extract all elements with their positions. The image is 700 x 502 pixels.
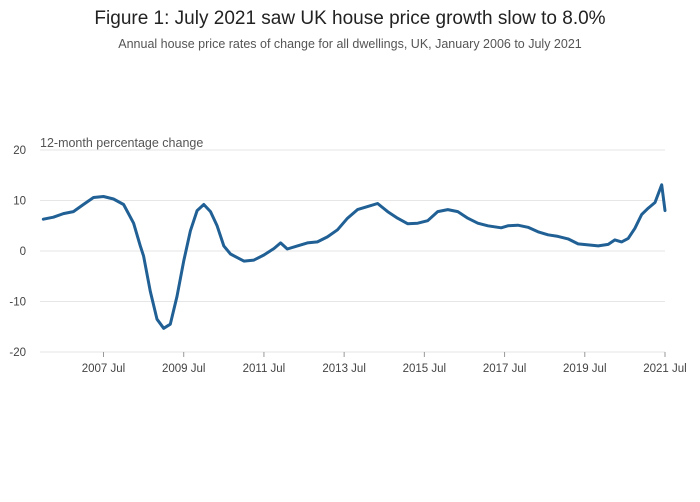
chart-title: Figure 1: July 2021 saw UK house price g… bbox=[94, 8, 605, 29]
series-line-house-price-growth bbox=[41, 183, 667, 330]
series-layer bbox=[41, 183, 667, 330]
y-tick-label: 0 bbox=[20, 246, 26, 258]
y-tick-label: 20 bbox=[13, 145, 26, 157]
y-tick-label: -20 bbox=[9, 347, 26, 359]
y-tick-label: 10 bbox=[13, 196, 26, 208]
gridlines bbox=[40, 149, 665, 353]
x-tick-label: 2021 Jul bbox=[643, 363, 686, 375]
y-axis-ticks: -20 -10 0 10 20 bbox=[9, 145, 26, 359]
x-tick-label: 2015 Jul bbox=[403, 363, 446, 375]
y-axis-label: 12-month percentage change bbox=[40, 136, 203, 150]
x-tick-label: 2017 Jul bbox=[483, 363, 526, 375]
x-tick-label: 2009 Jul bbox=[162, 363, 205, 375]
x-tick-label: 2007 Jul bbox=[82, 363, 125, 375]
x-tick-label: 2019 Jul bbox=[563, 363, 606, 375]
x-tick-label: 2011 Jul bbox=[243, 363, 286, 375]
x-tick-label: 2013 Jul bbox=[322, 363, 365, 375]
x-axis-ticks: 2007 Jul 2009 Jul 2011 Jul 2013 Jul 2015 Jul… bbox=[82, 352, 687, 375]
y-tick-label: -10 bbox=[9, 297, 26, 309]
chart-subtitle: Annual house price rates of change for a… bbox=[118, 37, 582, 51]
